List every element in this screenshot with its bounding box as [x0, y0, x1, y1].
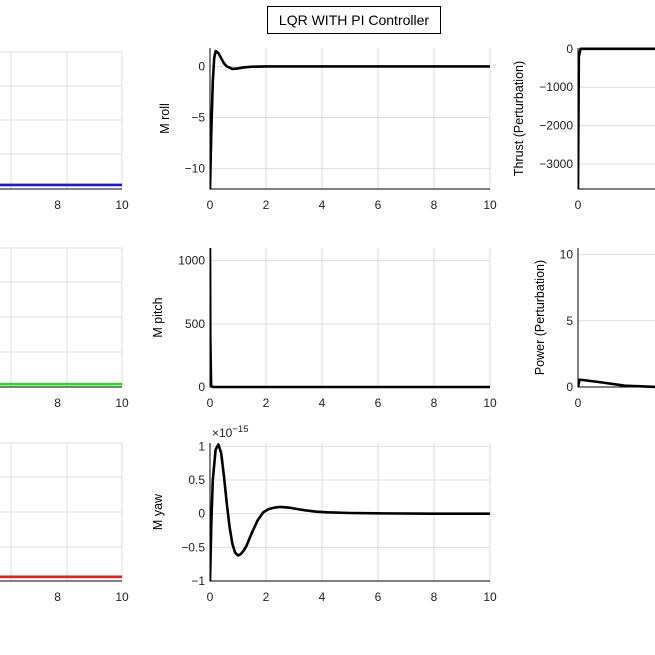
x-tick-label: 8	[431, 198, 438, 212]
y-tick-label: 1000	[178, 254, 205, 268]
y-exponent-label: ×10−15	[212, 424, 248, 440]
y-tick-label: −0.5	[181, 540, 205, 554]
figure-title: LQR WITH PI Controller	[267, 6, 441, 34]
x-tick-label: 8	[54, 590, 61, 604]
x-tick-label: 10	[483, 590, 497, 604]
series-line	[578, 47, 655, 190]
series-line	[210, 247, 490, 389]
x-tick-label: 8	[54, 396, 61, 410]
x-tick-label: 8	[431, 590, 438, 604]
x-tick-label: 10	[115, 396, 129, 410]
y-axis-label: M pitch	[151, 297, 165, 337]
y-tick-label: 0.5	[188, 473, 205, 487]
x-tick-label: 4	[319, 396, 326, 410]
x-tick-label: 8	[54, 198, 61, 212]
y-tick-label: −5	[191, 110, 205, 124]
x-tick-label: 10	[115, 590, 129, 604]
x-tick-label: 4	[319, 590, 326, 604]
y-tick-label: 0	[198, 507, 205, 521]
series-line	[210, 443, 490, 582]
y-tick-label: 0	[198, 380, 205, 394]
x-tick-label: 4	[319, 198, 326, 212]
x-tick-label: 6	[375, 590, 382, 604]
y-tick-label: −2000	[539, 119, 573, 133]
x-tick-label: 2	[263, 198, 270, 212]
y-tick-label: 500	[185, 317, 205, 331]
y-axis-label: Power (Perturbation)	[533, 260, 547, 375]
y-tick-label: −1	[191, 574, 205, 588]
x-tick-label: 2	[263, 590, 270, 604]
x-tick-label: 8	[431, 396, 438, 410]
x-tick-label: 0	[207, 396, 214, 410]
x-tick-label: 6	[375, 198, 382, 212]
y-tick-label: 0	[566, 42, 573, 56]
x-tick-label: 10	[483, 198, 497, 212]
plot-power-perturbation: 021050Power (Perturbation)	[533, 248, 655, 410]
y-tick-label: −10	[185, 162, 206, 176]
y-tick-label: 0	[198, 59, 205, 73]
x-tick-label: 10	[115, 198, 129, 212]
y-tick-label: 1	[198, 439, 205, 453]
x-tick-label: 6	[375, 396, 382, 410]
y-tick-label: −3000	[539, 157, 573, 171]
y-tick-label: −1000	[539, 80, 573, 94]
y-axis-label: Thrust (Perturbation)	[512, 61, 526, 176]
y-axis-label: M roll	[158, 103, 172, 134]
plot-m-yaw: 0 2 4 6 8 10 1 0.5 0 −0.5 −1 M yaw ×10−15	[151, 424, 497, 604]
series-line	[578, 378, 655, 389]
y-tick-label: 0	[566, 380, 573, 394]
y-tick-label: 5	[566, 314, 573, 328]
x-tick-label: 0	[207, 590, 214, 604]
y-axis-label: M yaw	[151, 493, 165, 530]
y-tick-label: 10	[560, 248, 574, 262]
plot-m-roll: 0 2 4 6 8 10 0 −5 −10 M roll	[158, 48, 497, 212]
x-tick-label: 0	[207, 198, 214, 212]
x-tick-label: 2	[263, 396, 270, 410]
x-tick-label: 0	[575, 198, 582, 212]
x-tick-label: 10	[483, 396, 497, 410]
series-line	[210, 49, 490, 190]
x-tick-label: 0	[575, 396, 582, 410]
plot-m-pitch: 0 2 4 6 8 10 1000 500 0 M pitch	[151, 247, 497, 410]
